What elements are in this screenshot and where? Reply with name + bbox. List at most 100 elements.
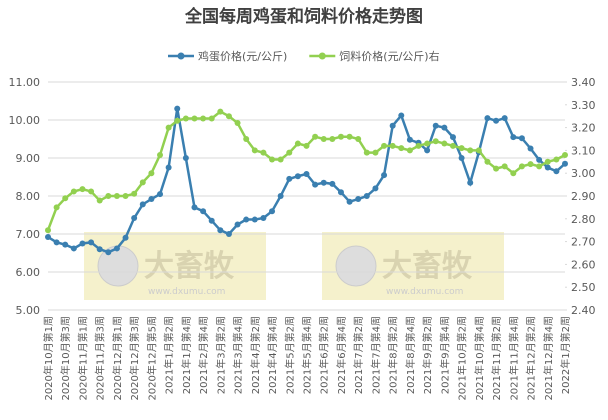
point [113, 245, 120, 252]
point [553, 168, 560, 175]
point [217, 108, 224, 115]
x-tick-label: 2020年11月第1周 [76, 316, 89, 401]
point [562, 151, 568, 158]
y2-tick-label: 3.40 [571, 76, 596, 89]
y-tick-label: 6.00 [16, 266, 41, 279]
chart-title: 全国每周鸡蛋和饲料价格走势图 [184, 6, 423, 27]
point [294, 173, 301, 180]
x-tick-label: 2021年9月第2周 [421, 316, 434, 394]
x-tick-label: 2021年9月第4周 [438, 316, 451, 394]
point [562, 160, 568, 167]
point [441, 124, 448, 131]
point [518, 135, 525, 142]
point [182, 115, 189, 122]
point [243, 216, 250, 223]
x-tick-label: 2021年12月第2周 [525, 316, 538, 401]
y-tick-label: 9.00 [16, 152, 41, 165]
y2-tick-label: 2.90 [571, 190, 596, 203]
x-tick-label: 2022年1月第2周 [559, 316, 572, 394]
point [424, 147, 431, 154]
y-tick-label: 8.00 [16, 190, 41, 203]
point [510, 170, 517, 177]
legend-label: 鸡蛋价格(元/公斤) [198, 49, 287, 63]
x-tick-label: 2021年4月第2周 [249, 316, 262, 394]
point [398, 112, 405, 119]
point [381, 172, 388, 179]
point [467, 179, 474, 186]
point [544, 164, 551, 171]
point [475, 147, 482, 154]
watermark-name: 大畜牧 [144, 249, 235, 284]
point [217, 227, 224, 234]
point [536, 156, 543, 163]
x-tick-label: 2021年6月第2周 [318, 316, 331, 394]
x-tick-label: 2020年12月第5周 [145, 316, 158, 401]
x-tick-label: 2020年10月第1周 [42, 316, 55, 401]
point [320, 136, 327, 142]
x-tick-label: 2021年7月第4周 [369, 316, 382, 394]
point [243, 136, 250, 142]
point [493, 117, 500, 124]
point [139, 179, 146, 186]
point [260, 149, 267, 156]
point [389, 122, 396, 129]
y-tick-label: 7.00 [16, 228, 41, 241]
series-line [46, 110, 566, 231]
point [432, 122, 439, 129]
point [225, 113, 232, 120]
point [286, 175, 293, 182]
point [346, 198, 353, 205]
point [544, 158, 551, 165]
point [355, 136, 362, 142]
point [234, 221, 241, 228]
point [70, 245, 77, 252]
point [96, 197, 103, 204]
point [467, 147, 474, 154]
point [510, 134, 517, 141]
point [398, 145, 405, 152]
x-tick-label: 2021年10月第2周 [456, 316, 469, 401]
point [122, 193, 129, 199]
point [165, 164, 172, 171]
x-tick-label: 2021年8月第2周 [387, 316, 400, 394]
point [363, 149, 370, 156]
y2-tick-label: 2.50 [571, 281, 596, 294]
y2-tick-label: 3.30 [571, 99, 596, 112]
x-tick-label: 2020年11月第3周 [94, 316, 107, 401]
point [493, 165, 500, 172]
point [337, 189, 344, 196]
point [174, 105, 181, 112]
y2-tick-label: 2.40 [571, 304, 596, 317]
point [157, 151, 164, 158]
point [346, 133, 353, 140]
series-line [47, 108, 566, 254]
point [458, 145, 465, 152]
x-tick-label: 2021年11月第4周 [507, 316, 520, 401]
point [191, 115, 198, 122]
point [105, 193, 112, 199]
point [277, 193, 284, 199]
point [406, 136, 413, 143]
point [501, 163, 508, 170]
point [449, 134, 456, 141]
point [286, 149, 293, 156]
point [182, 155, 189, 161]
point [79, 240, 86, 247]
point [337, 133, 344, 140]
point [406, 147, 413, 154]
watermark-name: 大畜牧 [382, 249, 473, 284]
point [303, 142, 310, 149]
point [88, 239, 95, 246]
point [269, 156, 276, 163]
point [62, 241, 69, 248]
point [484, 115, 491, 122]
point [501, 115, 508, 122]
point [165, 124, 172, 131]
watermark-logo [335, 245, 377, 287]
point [200, 208, 207, 215]
point [45, 227, 51, 234]
point [441, 140, 448, 147]
point [329, 180, 336, 187]
point [372, 185, 379, 192]
y2-tick-label: 3.10 [571, 144, 596, 157]
